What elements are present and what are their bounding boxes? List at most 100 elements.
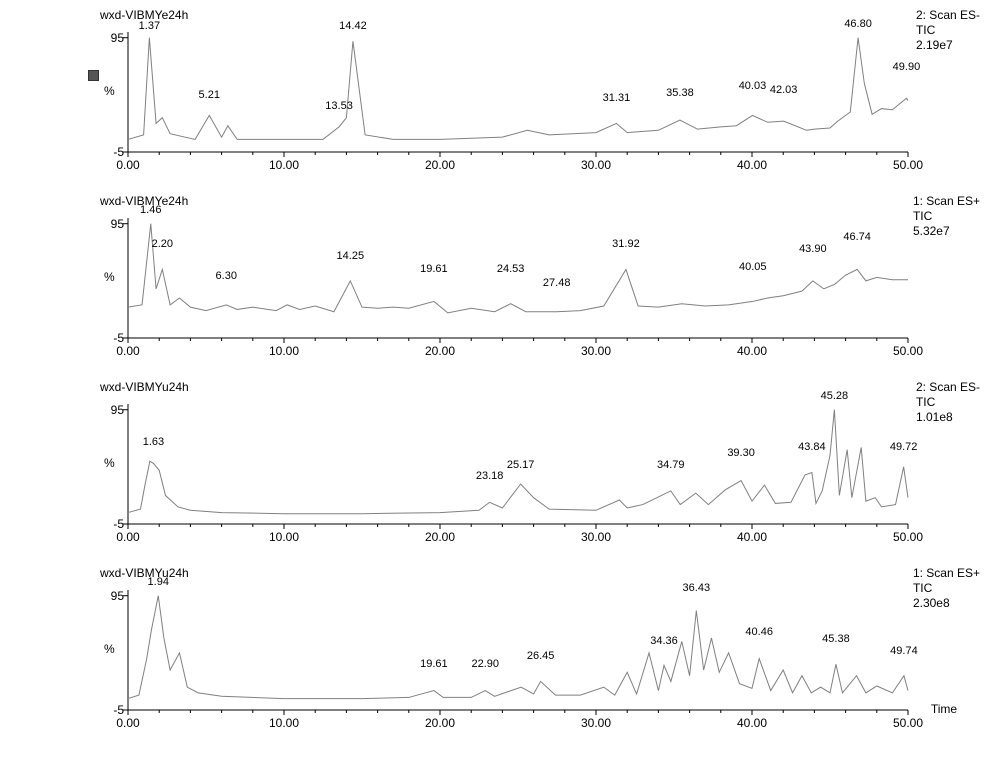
peak-label: 19.61 <box>420 658 448 670</box>
peak-label: 34.79 <box>657 459 685 471</box>
peak-label: 1.63 <box>143 436 164 448</box>
peak-label: 23.18 <box>476 470 504 482</box>
x-tick-label: 30.00 <box>581 158 611 172</box>
y-tick-label: -5 <box>96 703 124 717</box>
tic-label: TIC <box>913 209 980 224</box>
peak-label: 5.21 <box>199 89 220 101</box>
peak-label: 2.20 <box>152 238 173 250</box>
peak-label: 26.45 <box>527 650 555 662</box>
scan-info: 2: Scan ES-TIC2.19e7 <box>916 8 980 53</box>
chromatogram-panel: wxd-VIBMYe24h1: Scan ES+TIC5.32e7%-5950.… <box>8 194 992 374</box>
y-tick-label: 95 <box>96 31 124 45</box>
peak-label: 1.46 <box>140 204 161 216</box>
peak-label: 25.17 <box>507 459 535 471</box>
peak-label: 34.36 <box>650 635 678 647</box>
scan-info: 1: Scan ES+TIC2.30e8 <box>913 566 980 611</box>
x-tick-label: 40.00 <box>737 344 767 358</box>
scan-mode: 1: Scan ES+ <box>913 194 980 209</box>
intensity-value: 2.30e8 <box>913 596 980 611</box>
plot-area <box>128 218 892 338</box>
x-tick-label: 20.00 <box>425 158 455 172</box>
peak-label: 6.30 <box>216 270 237 282</box>
panel-title: wxd-VIBMYu24h <box>100 380 189 394</box>
chromatogram-panel: wxd-VIBMYu24h 1: Scan ES+TIC2.30e8% -5 95 0.… <box>8 566 992 746</box>
scan-info: 2: Scan ES-TIC1.01e8 <box>916 380 980 425</box>
y-tick-label: -5 <box>96 517 124 531</box>
peak-label: 42.03 <box>770 84 798 96</box>
panel-title: wxd-VIBMYu24h <box>100 566 189 580</box>
peak-label: 46.74 <box>843 231 871 243</box>
x-tick-label: 30.00 <box>581 530 611 544</box>
x-tick-label: 10.00 <box>269 344 299 358</box>
peak-label: 14.25 <box>337 250 365 262</box>
peak-label: 43.84 <box>798 441 826 453</box>
x-tick-label: 50.00 <box>893 344 923 358</box>
x-tick-label: 40.00 <box>737 716 767 730</box>
x-tick-label: 10.00 <box>269 530 299 544</box>
x-tick-label: 30.00 <box>581 716 611 730</box>
x-tick-label: 0.00 <box>116 344 139 358</box>
x-tick-label: 50.00 <box>893 716 923 730</box>
x-tick-label: 0.00 <box>116 716 139 730</box>
peak-label: 49.74 <box>890 645 918 657</box>
scan-mode: 2: Scan ES- <box>916 380 980 395</box>
x-tick-label: 20.00 <box>425 716 455 730</box>
selection-marker <box>88 70 99 81</box>
peak-label: 13.53 <box>325 100 353 112</box>
y-axis-label: % <box>104 270 115 284</box>
x-tick-label: 0.00 <box>116 530 139 544</box>
peak-label: 27.48 <box>543 277 571 289</box>
peak-label: 40.46 <box>745 626 773 638</box>
chromatogram-panel: wxd-VIBMYe24h2: Scan ES-TIC2.19e7%-5950.… <box>8 8 992 188</box>
peak-label: 1.94 <box>148 576 169 588</box>
intensity-value: 5.32e7 <box>913 224 980 239</box>
peak-label: 49.90 <box>893 61 921 73</box>
x-tick-label: 10.00 <box>269 158 299 172</box>
x-tick-label: 0.00 <box>116 158 139 172</box>
x-tick-label: 40.00 <box>737 530 767 544</box>
peak-label: 45.28 <box>821 390 849 402</box>
scan-mode: 1: Scan ES+ <box>913 566 980 581</box>
scan-mode: 2: Scan ES- <box>916 8 980 23</box>
peak-label: 14.42 <box>339 20 367 32</box>
y-tick-label: -5 <box>96 145 124 159</box>
y-axis-label: % <box>104 642 115 656</box>
peak-label: 1.37 <box>139 20 160 32</box>
peak-label: 31.92 <box>612 238 640 250</box>
scan-info: 1: Scan ES+TIC5.32e7 <box>913 194 980 239</box>
x-axis-title: Time <box>931 702 957 716</box>
peak-label: 43.90 <box>799 243 827 255</box>
peak-label: 46.80 <box>844 18 872 30</box>
peak-label: 24.53 <box>497 263 525 275</box>
y-tick-label: -5 <box>96 331 124 345</box>
x-tick-label: 20.00 <box>425 344 455 358</box>
tic-label: TIC <box>913 581 980 596</box>
x-tick-label: 30.00 <box>581 344 611 358</box>
x-tick-label: 50.00 <box>893 158 923 172</box>
intensity-value: 2.19e7 <box>916 38 980 53</box>
peak-label: 45.38 <box>822 633 850 645</box>
tic-label: TIC <box>916 23 980 38</box>
y-tick-label: 95 <box>96 589 124 603</box>
y-tick-label: 95 <box>96 217 124 231</box>
peak-label: 36.43 <box>683 582 711 594</box>
x-tick-label: 40.00 <box>737 158 767 172</box>
x-tick-label: 10.00 <box>269 716 299 730</box>
peak-label: 40.03 <box>739 80 767 92</box>
chromatogram-figure: wxd-VIBMYe24h2: Scan ES-TIC2.19e7%-5950.… <box>8 8 992 746</box>
peak-label: 49.72 <box>890 441 918 453</box>
plot-area <box>128 590 892 710</box>
chromatogram-trace <box>128 596 908 699</box>
y-tick-label: 95 <box>96 403 124 417</box>
x-tick-label: 50.00 <box>893 530 923 544</box>
tic-label: TIC <box>916 395 980 410</box>
intensity-value: 1.01e8 <box>916 410 980 425</box>
peak-label: 31.31 <box>603 92 631 104</box>
y-axis-label: % <box>104 84 115 98</box>
y-axis-label: % <box>104 456 115 470</box>
x-tick-label: 20.00 <box>425 530 455 544</box>
peak-label: 19.61 <box>420 263 448 275</box>
peak-label: 40.05 <box>739 261 767 273</box>
peak-label: 39.30 <box>727 447 755 459</box>
peak-label: 22.90 <box>471 658 499 670</box>
